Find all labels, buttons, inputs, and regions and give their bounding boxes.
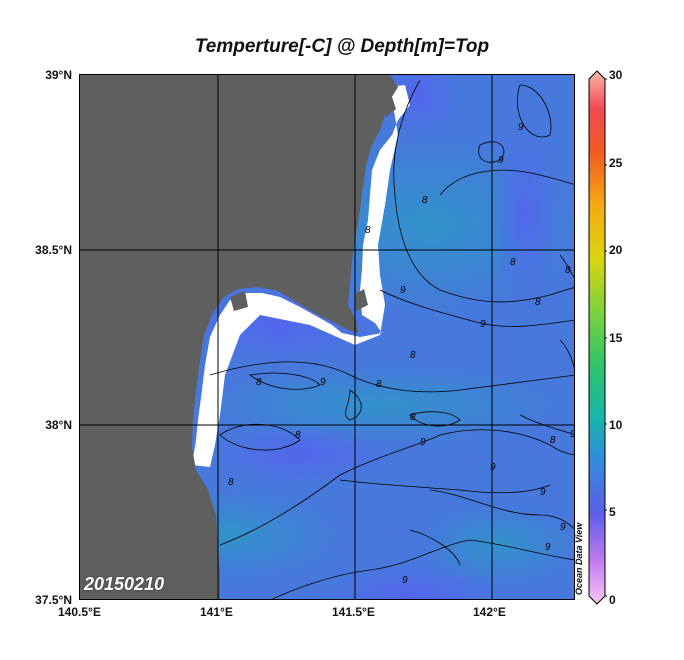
contour-line (339, 479, 551, 494)
land-area (354, 289, 368, 311)
contour-line (219, 429, 574, 546)
contour-line (516, 84, 552, 138)
contour-line (345, 389, 362, 421)
colorbar (588, 70, 607, 605)
contour-label: 8 (410, 412, 416, 423)
land-area (80, 75, 398, 599)
colorbar-label-15: 15 (609, 331, 623, 345)
sea-patch (490, 125, 560, 305)
lat-label-39: 39°N (45, 68, 72, 82)
lat-label-38-5: 38.5°N (35, 243, 72, 257)
contour-line (209, 361, 574, 393)
contour-label: 8 (256, 377, 262, 388)
contour-label: 8 (565, 265, 571, 276)
contour-label: 8 (228, 477, 234, 488)
land-area (230, 291, 248, 311)
sea-patch (320, 565, 500, 599)
contour-label: 9 (540, 487, 546, 498)
contour-label: 9 (518, 122, 524, 133)
contour-line (271, 539, 574, 599)
contour-lines (209, 79, 574, 599)
contour-line (379, 289, 574, 327)
colorbar-label-30: 30 (609, 68, 623, 82)
sea-patch (420, 505, 574, 585)
contour-label: 8 (535, 297, 541, 308)
lat-label-37-5: 37.5°N (35, 593, 72, 607)
lat-label-38: 38°N (45, 418, 72, 432)
contour-label: 8 (510, 257, 516, 268)
lon-label-140-5: 140.5°E (58, 605, 101, 619)
contour-label: 9 (320, 377, 326, 388)
contour-line (559, 254, 574, 278)
contour-line (519, 414, 574, 435)
contour-line (249, 372, 321, 390)
contour-label: 9 (498, 155, 504, 166)
colorbar-label-20: 20 (609, 243, 623, 257)
contour-line (219, 423, 301, 451)
colorbar-label-0: 0 (609, 593, 616, 607)
map-title: Temperture[-C] @ Depth[m]=Top (194, 36, 490, 57)
contour-label: 8 (410, 350, 416, 361)
contour-label: 9 (400, 285, 406, 296)
sea-patch (210, 425, 390, 485)
contour-label: 8 (376, 379, 382, 390)
contour-label: 8 (365, 225, 371, 236)
contour-label: 8 (422, 195, 428, 206)
colorbar-label-10: 10 (609, 418, 623, 432)
contour-label: 9 (560, 522, 566, 533)
map-canvas: 9 9 8 9 9 8 8 8 8 8 8 8 8 9 8 9 8 9 9 8 … (80, 75, 575, 599)
contour-label: 9 (545, 542, 551, 553)
contour-label: 9 (570, 429, 575, 440)
map-panel[interactable]: 9 9 8 9 9 8 8 8 8 8 8 8 8 9 8 9 8 9 9 8 … (79, 74, 575, 600)
contour-label: 9 (480, 319, 486, 330)
odv-watermark: Ocean Data View (572, 515, 586, 595)
contour-line (559, 339, 574, 369)
contour-label: 9 (420, 437, 426, 448)
lon-label-141: 141°E (200, 605, 233, 619)
lon-label-142: 142°E (473, 605, 506, 619)
colorbar-label-25: 25 (609, 156, 623, 170)
contour-line (393, 79, 574, 303)
odv-watermark-text: Ocean Data View (574, 522, 584, 595)
date-stamp: 20150210 (84, 574, 165, 594)
contour-line (478, 141, 505, 163)
colorbar-bar (588, 70, 606, 605)
lon-label-141-5: 141.5°E (332, 605, 375, 619)
contour-line (409, 529, 461, 566)
colorbar-label-5: 5 (609, 505, 616, 519)
contour-line (409, 411, 461, 427)
contour-label: 8 (295, 430, 301, 441)
grid-lines (80, 75, 574, 599)
contour-label: 9 (490, 462, 496, 473)
contour-label: 8 (550, 435, 556, 446)
contour-line (439, 169, 574, 196)
land-area (380, 97, 396, 117)
nodata-fringe (192, 85, 410, 467)
contour-line (429, 489, 574, 529)
contour-label: 9 (402, 575, 408, 586)
